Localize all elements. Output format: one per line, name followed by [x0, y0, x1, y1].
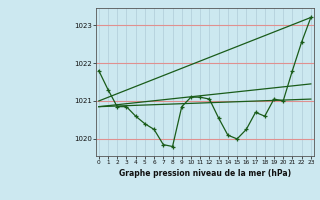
X-axis label: Graphe pression niveau de la mer (hPa): Graphe pression niveau de la mer (hPa) — [119, 169, 291, 178]
